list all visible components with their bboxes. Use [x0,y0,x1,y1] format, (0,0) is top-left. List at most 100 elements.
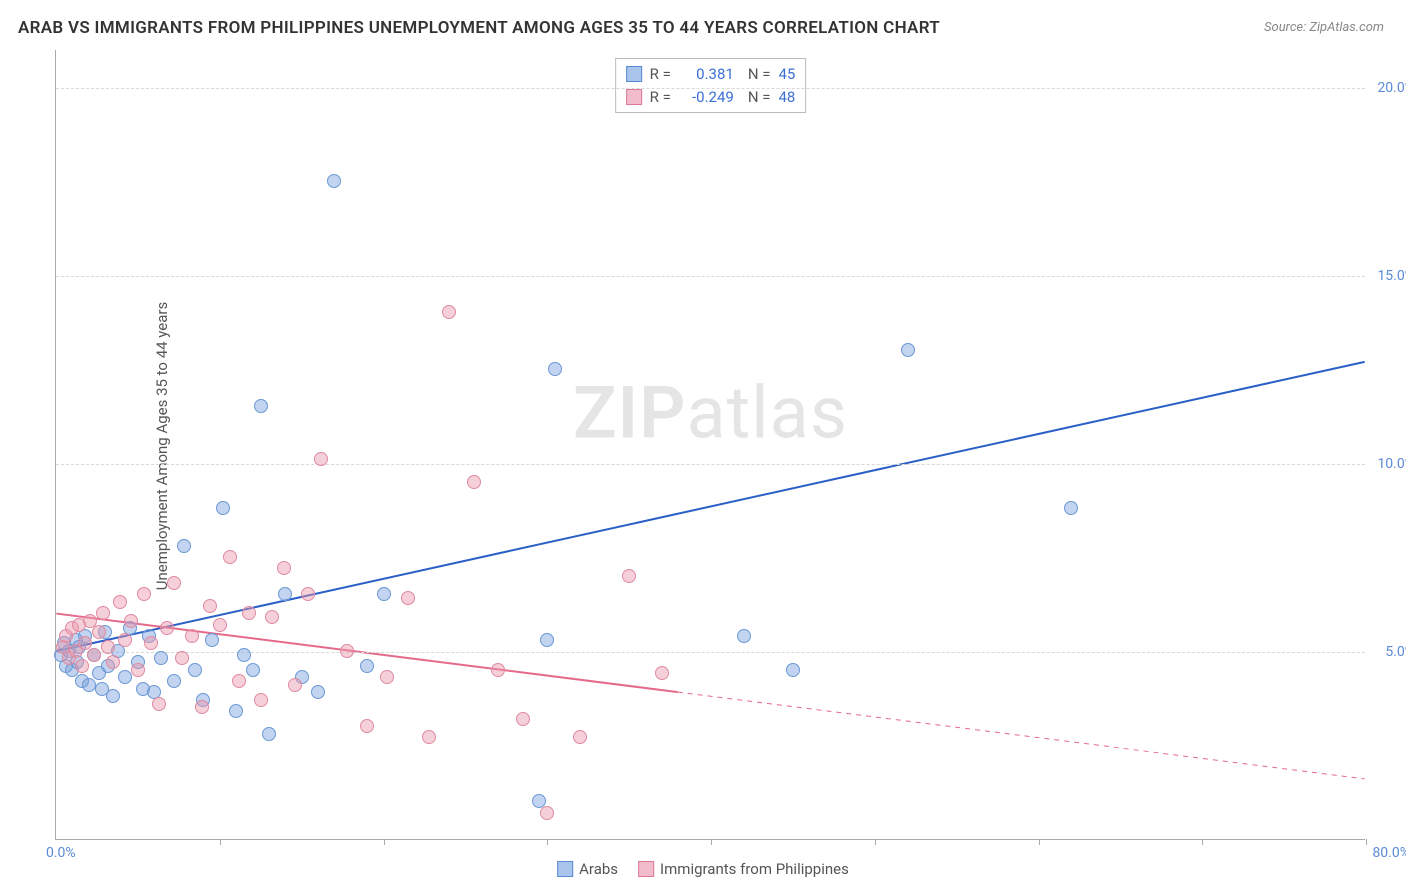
legend-label: Immigrants from Philippines [660,860,849,878]
plot-area: ZIPatlas R =0.381N =45R =-0.249N =48 0.0… [55,50,1365,840]
scatter-point [242,606,256,620]
stats-r-label: R = [650,63,671,86]
y-tick-label: 5.0% [1365,644,1406,660]
scatter-point [113,595,127,609]
y-tick-label: 10.0% [1365,456,1406,472]
scatter-point [622,569,636,583]
scatter-point [401,591,415,605]
regression-line-dashed [678,692,1365,779]
stats-legend-box: R =0.381N =45R =-0.249N =48 [615,58,807,113]
scatter-point [340,644,354,658]
scatter-point [277,561,291,575]
scatter-point [311,685,325,699]
scatter-point [288,678,302,692]
x-tick [1366,839,1367,845]
stats-n-value: 48 [778,86,795,109]
x-origin-label: 0.0% [46,845,76,861]
legend-item: Arabs [557,860,618,878]
scatter-point [213,618,227,632]
scatter-point [101,640,115,654]
scatter-point [246,663,260,677]
scatter-point [254,693,268,707]
scatter-point [491,663,505,677]
scatter-point [232,674,246,688]
watermark: ZIPatlas [573,370,848,455]
scatter-point [467,475,481,489]
scatter-point [188,663,202,677]
legend-swatch [638,861,654,877]
scatter-point [237,648,251,662]
scatter-point [737,629,751,643]
stats-r-value: 0.381 [679,63,734,86]
x-tick [547,839,548,845]
stats-n-label: N = [748,63,771,86]
scatter-point [175,651,189,665]
scatter-point [314,452,328,466]
scatter-point [216,501,230,515]
scatter-point [137,587,151,601]
stats-row: R =-0.249N =48 [626,86,796,109]
scatter-point [177,539,191,553]
scatter-point [360,659,374,673]
scatter-point [124,614,138,628]
scatter-point [254,399,268,413]
scatter-point [516,712,530,726]
scatter-point [185,629,199,643]
scatter-point [360,719,374,733]
scatter-point [265,610,279,624]
scatter-point [154,651,168,665]
scatter-point [167,674,181,688]
x-tick [711,839,712,845]
gridline [56,652,1365,653]
source-label: Source: ZipAtlas.com [1264,20,1384,35]
legend-label: Arabs [579,860,618,878]
scatter-point [82,678,96,692]
scatter-point [87,648,101,662]
scatter-point [131,663,145,677]
bottom-legend: Arabs Immigrants from Philippines [557,860,849,878]
scatter-point [548,362,562,376]
scatter-point [786,663,800,677]
scatter-point [540,806,554,820]
legend-swatch [626,89,642,105]
x-max-label: 80.0% [1372,845,1406,861]
gridline [56,276,1365,277]
legend-swatch [626,66,642,82]
scatter-point [118,633,132,647]
scatter-point [540,633,554,647]
scatter-point [278,587,292,601]
stats-r-label: R = [650,86,671,109]
scatter-point [377,587,391,601]
scatter-point [203,599,217,613]
x-tick [1202,839,1203,845]
scatter-point [160,621,174,635]
gridline [56,464,1365,465]
scatter-point [380,670,394,684]
scatter-point [106,655,120,669]
scatter-point [167,576,181,590]
scatter-point [118,670,132,684]
y-tick-label: 20.0% [1365,80,1406,96]
scatter-point [195,700,209,714]
scatter-point [422,730,436,744]
stats-row: R =0.381N =45 [626,63,796,86]
scatter-point [96,606,110,620]
x-tick [875,839,876,845]
scatter-point [92,625,106,639]
scatter-point [106,689,120,703]
scatter-point [573,730,587,744]
scatter-point [327,174,341,188]
stats-r-value: -0.249 [679,86,734,109]
scatter-point [655,666,669,680]
scatter-point [223,550,237,564]
scatter-point [442,305,456,319]
scatter-point [262,727,276,741]
scatter-point [144,636,158,650]
legend-item: Immigrants from Philippines [638,860,849,878]
scatter-point [901,343,915,357]
scatter-point [1064,501,1078,515]
scatter-point [301,587,315,601]
scatter-point [152,697,166,711]
x-tick [220,839,221,845]
x-tick [1039,839,1040,845]
